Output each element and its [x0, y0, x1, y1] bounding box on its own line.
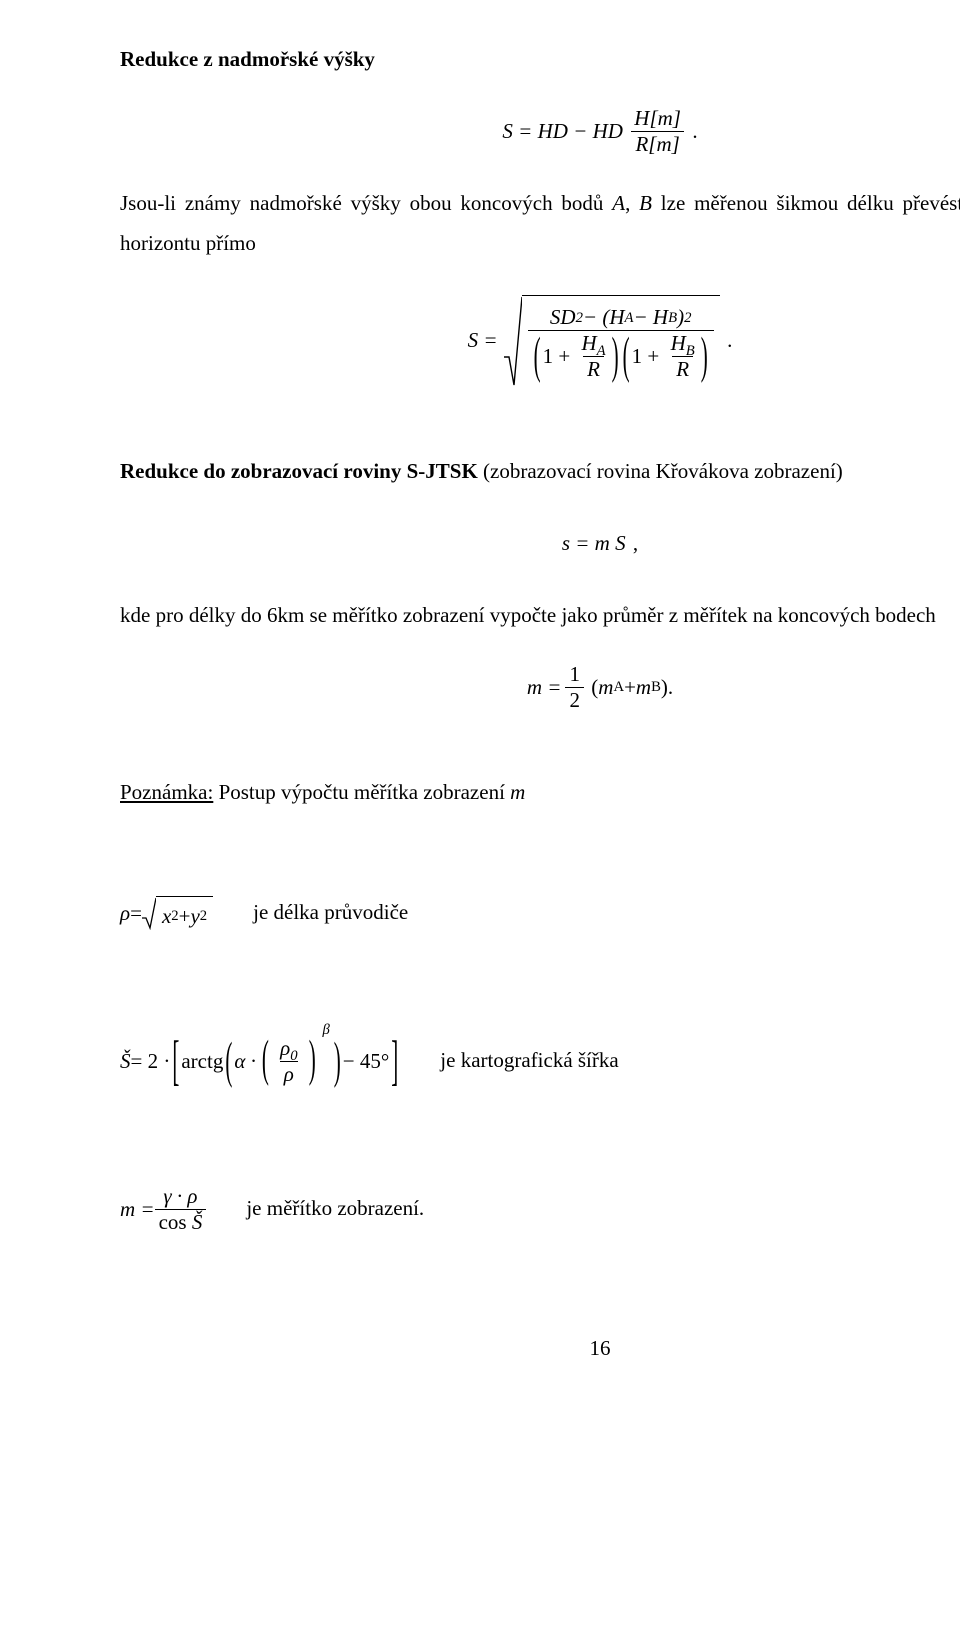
eq210-desc: je měřítko zobrazení. [246, 1189, 424, 1229]
equation-2-10: m = γ · ρ cos Š je měřítko zobrazení. (2… [120, 1179, 960, 1239]
eq210-den-b: Š [192, 1210, 203, 1234]
note-label: Poznámka: [120, 780, 213, 804]
eq27-mB: m [636, 677, 651, 698]
para1-B: B [639, 191, 652, 215]
eq25-one-b: 1 + [632, 346, 660, 367]
lparen-icon-4: ( [260, 1034, 271, 1084]
lbracket-icon: [ [170, 1034, 181, 1089]
radical-icon [504, 295, 522, 387]
eq26-tail: , [633, 524, 638, 564]
eq25-R2: R [672, 356, 693, 380]
para-up-to-6km: kde pro délky do 6km se měřítko zobrazen… [120, 596, 960, 636]
eq27-lhs: m = [527, 677, 566, 698]
equation-2-6: s = m S , (2.6) [120, 514, 960, 574]
eq24-den: R[m] [631, 131, 683, 155]
eq25-tail: . [727, 330, 732, 351]
eq24-lhs: S = HD − HD [502, 121, 623, 142]
page-number: 16 [120, 1329, 960, 1369]
para1-a: Jsou-li známy nadmořské výšky obou konco… [120, 191, 612, 215]
note-line: Poznámka: Postup výpočtu měřítka zobraze… [120, 773, 960, 813]
note-rest: Postup výpočtu měřítka zobrazení [213, 780, 510, 804]
para1-A: A [612, 191, 625, 215]
eq27-den: 2 [565, 687, 584, 711]
eq27-rparen: ) [661, 677, 668, 698]
eq29-S: Š [120, 1051, 131, 1072]
eq25-HA: H [582, 331, 597, 355]
rparen-icon: ) [610, 331, 621, 381]
eq29-eq: = 2 · [131, 1051, 171, 1072]
eq25-lhs: S = [468, 330, 504, 351]
eq25-HB: H [671, 331, 686, 355]
eq25-R1: R [583, 356, 604, 380]
lparen-icon-3: ( [223, 1036, 234, 1086]
eq27-tail: . [668, 677, 673, 698]
heading-reduction-altitude: Redukce z nadmořské výšky [120, 40, 960, 80]
eq25-SD: SD [550, 307, 576, 328]
eq28-y: y [190, 906, 199, 927]
eq24-num: H[m] [630, 108, 685, 131]
eq210-den-a: cos [159, 1210, 192, 1234]
eq24-tail: . [692, 121, 697, 142]
lparen-icon: ( [532, 331, 543, 381]
eq25-one-a: 1 + [543, 346, 571, 367]
rparen-icon-4: ) [307, 1034, 318, 1084]
rbracket-icon: ] [389, 1034, 400, 1089]
para-known-heights: Jsou-li známy nadmořské výšky obou konco… [120, 184, 960, 264]
eq27-lparen: ( [591, 677, 598, 698]
heading2-b: (zobrazovací rovina Křovákova zobrazení) [478, 459, 843, 483]
eq25-close: ) [677, 307, 684, 328]
eq28-eq: = [130, 903, 142, 924]
para1-b: , [625, 191, 639, 215]
eq29-rho: ρ [280, 1061, 298, 1085]
eq210-lhs: m = [120, 1199, 155, 1220]
eq25-mid: − (H [583, 307, 625, 328]
eq29-rho0: ρ [280, 1036, 290, 1060]
rparen-icon-2: ) [699, 331, 710, 381]
eq25-mid2: − H [633, 307, 668, 328]
eq27-mA: m [598, 677, 613, 698]
eq28-x: x [162, 906, 171, 927]
eq29-alpha: α · [234, 1051, 260, 1072]
lparen-icon-2: ( [621, 331, 632, 381]
eq27-plus: + [624, 677, 636, 698]
heading-reduction-sjtsk: Redukce do zobrazovací roviny S-JTSK (zo… [120, 452, 960, 492]
equation-2-4: S = HD − HD H[m] R[m] . (2.4) [120, 102, 960, 162]
equation-2-5: S = SD2 − (HA − HB )2 ( [120, 286, 960, 396]
eq27-num: 1 [565, 664, 584, 687]
rparen-icon-3: ) [332, 1036, 343, 1086]
eq28-desc: je délka průvodiče [253, 893, 408, 933]
heading2-a: Redukce do zobrazovací roviny S-JTSK [120, 459, 478, 483]
eq26-body: s = m S [562, 524, 626, 564]
eq28-rho: ρ [120, 903, 130, 924]
equation-2-7: m = 1 2 ( mA + mB ) . (2.7) [120, 657, 960, 717]
equation-2-9: Š = 2 · [ arctg ( α · ( ρ0 ρ ) β ) − 45°… [120, 1021, 960, 1101]
eq29-desc: je kartografická šířka [440, 1041, 618, 1081]
equation-2-8: ρ = x2 + y2 je délka průvodiče (2.8) [120, 883, 960, 943]
eq210-num: γ · ρ [159, 1186, 201, 1209]
note-m: m [510, 780, 525, 804]
eq28-plus: + [179, 906, 191, 927]
eq29-minus45: − 45° [343, 1051, 390, 1072]
radical-icon-2 [142, 896, 156, 930]
eq29-arctg: arctg [181, 1051, 223, 1072]
